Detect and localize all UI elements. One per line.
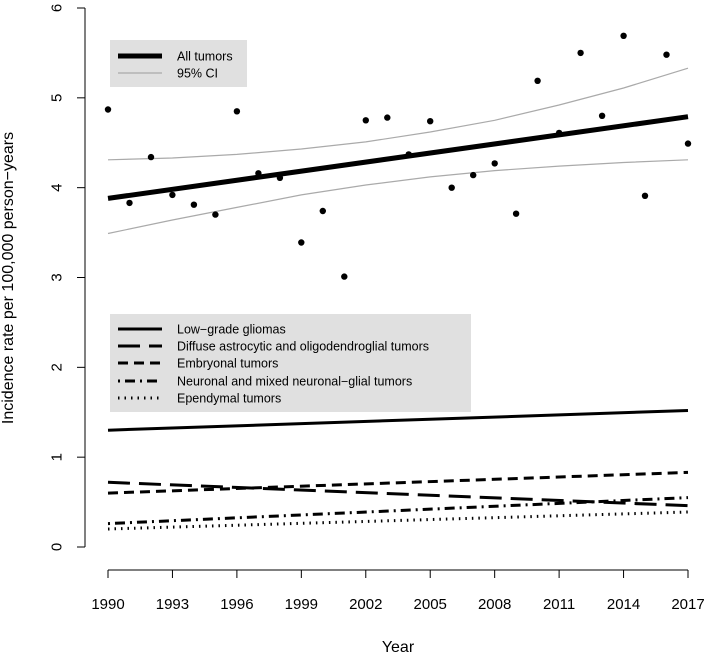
x-axis-title: Year <box>382 639 415 654</box>
data-point <box>448 184 455 191</box>
data-point <box>512 210 520 217</box>
data-point <box>190 201 198 208</box>
x-tick-label: 2005 <box>414 596 447 613</box>
data-point <box>104 106 112 113</box>
data-point <box>147 153 155 161</box>
data-point <box>641 192 649 199</box>
series-line-0 <box>107 114 689 201</box>
legend-subtypes-background <box>110 314 471 412</box>
series-line-7 <box>107 510 689 531</box>
x-tick-label: 2008 <box>478 596 511 613</box>
y-tick-label: 3 <box>48 273 65 281</box>
data-point <box>233 108 241 115</box>
data-point <box>534 77 541 85</box>
data-point <box>577 49 584 57</box>
data-point <box>491 160 498 167</box>
y-tick-label: 2 <box>48 363 65 371</box>
legend-top-background <box>110 40 247 87</box>
data-point <box>255 170 262 177</box>
legend-top: All tumors 95% CI <box>110 40 247 87</box>
data-point <box>620 32 627 39</box>
y-axis-title: Incidence rate per 100,000 person−years <box>0 132 17 424</box>
data-point <box>212 211 219 218</box>
data-point <box>319 207 326 215</box>
series-line-5 <box>107 470 689 495</box>
legend-label-all-tumors: All tumors <box>177 50 233 64</box>
x-tick-label: 1990 <box>91 596 124 613</box>
data-point <box>405 151 412 158</box>
legend-label-low-grade: Low−grade gliomas <box>177 323 286 337</box>
data-point <box>598 112 606 120</box>
data-point <box>427 118 434 125</box>
observed-points <box>104 32 692 280</box>
x-tick-label: 2011 <box>543 596 575 613</box>
legend-label-diffuse: Diffuse astrocytic and oligodendroglial … <box>177 340 429 354</box>
x-ticks: 1990 1993 1996 1999 2002 2005 2008 2011 2014 2017 <box>91 570 705 613</box>
data-point <box>362 117 369 124</box>
data-point <box>684 140 692 147</box>
series-line-2 <box>107 159 689 235</box>
data-point <box>276 174 284 181</box>
x-tick-label: 2002 <box>349 596 382 613</box>
x-tick-label: 2014 <box>607 596 640 613</box>
y-ticks: 0 1 2 3 4 5 6 <box>48 4 85 551</box>
data-point <box>555 129 563 137</box>
legend-label-neuronal: Neuronal and mixed neuronal−glial tumors <box>177 375 412 389</box>
data-point <box>298 239 305 246</box>
x-tick-label: 1996 <box>220 596 253 613</box>
y-tick-label: 1 <box>48 453 65 461</box>
legend-label-ependymal: Ependymal tumors <box>177 392 281 406</box>
legend-label-embryonal: Embryonal tumors <box>177 357 278 371</box>
series-line-3 <box>107 409 689 432</box>
data-point <box>169 191 176 199</box>
series-line-4 <box>107 480 689 508</box>
data-point <box>341 273 348 280</box>
y-tick-label: 0 <box>48 543 65 551</box>
x-tick-label: 1999 <box>285 596 318 613</box>
data-point <box>470 171 477 179</box>
data-point <box>384 114 391 121</box>
data-point <box>663 51 670 58</box>
axes: 1990 1993 1996 1999 2002 2005 2008 2011 2014 2017… <box>48 4 704 613</box>
x-tick-label: 2017 <box>671 596 704 613</box>
series-layer <box>107 67 689 531</box>
series-line-1 <box>107 67 689 161</box>
y-tick-label: 4 <box>48 184 65 192</box>
series-line-6 <box>107 496 689 526</box>
x-tick-label: 1993 <box>156 596 189 613</box>
data-point <box>126 199 133 207</box>
legend-label-ci: 95% CI <box>177 67 218 81</box>
y-tick-label: 6 <box>48 4 65 12</box>
legend-subtypes: Low−grade gliomas Diffuse astrocytic and… <box>110 314 471 412</box>
y-tick-label: 5 <box>48 94 65 102</box>
